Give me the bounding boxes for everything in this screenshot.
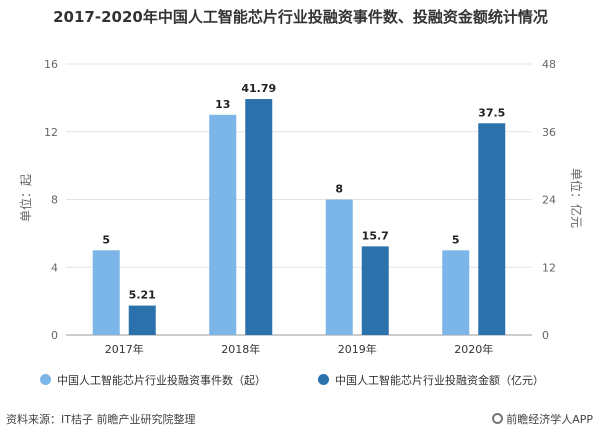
y-axis-left-label: 单位：起 [18,174,33,222]
bars [92,99,506,335]
legend-item-events: 中国人工智能芯片行业投融资事件数（起） [40,372,266,388]
data-label: 13 [215,98,230,111]
data-labels: 5 5.21 13 41.79 8 15.7 5 37.5 [102,82,505,302]
bar-events [92,250,120,335]
y-right-tick-label: 0 [542,329,549,342]
legend-marker-events [40,374,51,385]
data-label: 37.5 [478,106,505,119]
x-tick-label: 2018年 [221,342,260,356]
y-axis-right-label: 单位：亿元 [569,168,584,228]
legend-item-amount: 中国人工智能芯片行业投融资金额（亿元） [318,372,544,388]
source-note: 资料来源：IT桔子 前瞻产业研究院整理 [6,413,196,426]
bar-amount [478,123,506,335]
data-label: 15.7 [362,229,389,242]
x-tick-label: 2017年 [105,342,144,356]
y-right-tick-label: 36 [542,126,556,139]
bar-amount [361,246,389,335]
data-label: 41.79 [241,82,276,95]
data-label: 8 [335,183,343,196]
bar-events [442,250,470,335]
chart-title: 2017-2020年中国人工智能芯片行业投融资事件数、投融资金额统计情况 [53,8,548,26]
x-tick-label: 2020年 [454,342,493,356]
y-left-tick-label: 12 [44,126,58,139]
data-label: 5 [102,233,110,246]
legend-marker-amount [318,374,329,385]
y-right-tick-label: 24 [542,194,556,207]
y-left-tick-label: 0 [51,329,58,342]
y-right-tick-label: 12 [542,261,556,274]
legend: 中国人工智能芯片行业投融资事件数（起） 中国人工智能芯片行业投融资金额（亿元） [40,372,600,392]
bar-amount [245,99,273,335]
y-left-tick-label: 4 [51,261,58,274]
y-left-tick-label: 8 [51,194,58,207]
legend-label-events: 中国人工智能芯片行业投融资事件数（起） [57,374,266,387]
data-label: 5 [452,233,460,246]
bar-amount [128,305,156,335]
brand-logo-icon [492,413,504,424]
data-label: 5.21 [129,289,156,302]
brand-footer: 前瞻经济学人APP [492,411,593,427]
brand-name: 前瞻经济学人APP [506,413,593,426]
bar-events [209,114,237,335]
x-tick-label: 2019年 [338,342,377,356]
y-left-tick-label: 16 [44,58,58,71]
legend-label-amount: 中国人工智能芯片行业投融资金额（亿元） [335,374,544,387]
y-right-tick-label: 48 [542,58,556,71]
bar-events [325,199,353,335]
